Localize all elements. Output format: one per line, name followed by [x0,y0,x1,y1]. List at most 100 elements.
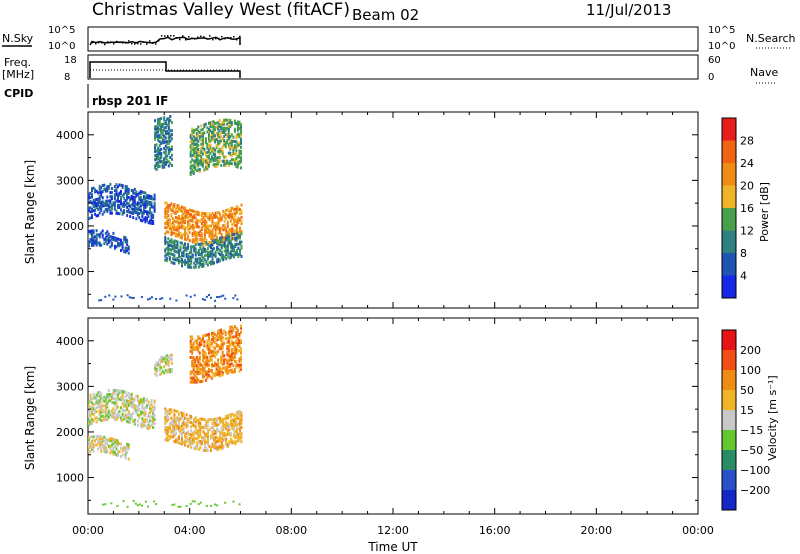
data-cell [240,246,243,250]
data-cell [147,194,150,198]
data-cell [206,216,209,220]
data-cell [194,259,197,263]
data-cell [161,357,164,361]
data-cell [112,450,115,454]
colorbar-tick-label: 100 [740,364,761,377]
data-cell [184,221,187,225]
data-cell [217,372,220,376]
data-cell [184,260,187,264]
data-cell [237,433,240,437]
data-cell [209,125,212,129]
data-cell [147,400,150,404]
data-cell [214,430,217,433]
data-cell [227,352,230,356]
data-cell [196,259,199,263]
data-cell [191,223,194,227]
data-cell [121,418,124,422]
data-cell [232,327,235,331]
data-cell [136,211,139,215]
data-cell [233,152,236,156]
data-cell [170,164,173,167]
data-cell [135,211,138,214]
data-cell [164,222,167,225]
data-cell [124,246,127,250]
data-cell [132,403,135,407]
data-cell [190,439,193,443]
data-cell [202,256,205,260]
data-cell [192,139,195,143]
data-cell [181,234,183,238]
data-cell [115,209,118,213]
colorbar-segment [722,470,736,491]
data-cell [223,213,226,217]
data-cell [205,440,208,444]
data-cell [219,229,222,233]
data-cell [181,428,183,432]
data-cell [104,438,107,441]
data-cell [120,442,122,446]
data-cell [106,438,109,442]
data-cell [214,341,217,345]
data-cell [209,160,212,164]
data-cell [217,150,220,153]
data-cell [209,355,212,358]
data-cell [200,217,203,221]
data-cell [224,128,227,132]
data-cell [195,136,198,140]
data-cell [164,254,167,258]
data-cell [123,250,126,254]
data-cell [231,233,234,237]
data-cell [240,230,243,234]
data-cell [232,253,235,257]
data-cell [92,396,95,400]
data-cell [126,247,129,250]
data-cell [220,131,223,135]
data-cell [208,359,210,363]
data-cell [232,351,235,355]
data-cell [124,238,127,242]
data-cell [206,424,209,428]
data-cell [104,446,107,450]
data-cell [158,156,161,160]
data-cell [231,245,234,249]
data-cell [165,436,168,440]
data-cell [221,352,224,356]
data-cell [206,449,209,452]
data-cell [236,343,239,347]
data-cell [214,438,217,442]
data-cell [138,212,141,216]
data-cell [112,437,115,441]
data-cell [213,222,215,226]
data-cell [223,238,226,242]
data-cell [235,345,238,349]
data-cell [158,123,161,127]
data-cell [185,421,188,425]
data-cell [135,394,138,398]
data-cell [240,129,242,133]
data-cell [203,131,206,135]
data-cell [202,248,205,252]
velocity-panel [87,317,699,515]
data-cell [167,137,170,141]
data-cell [157,138,160,142]
data-cell [187,216,190,220]
data-cell [176,244,179,248]
data-cell [221,137,224,141]
data-cell [206,159,209,163]
data-cell [206,432,209,436]
data-cell [153,195,156,199]
data-cell [194,265,197,269]
data-cell [239,414,241,418]
data-cell [232,135,235,139]
data-cell [228,235,231,239]
data-cell [211,358,213,362]
data-cell [203,147,206,151]
data-cell [222,240,225,244]
data-cell [178,251,180,255]
data-cell [217,231,220,235]
data-cell [130,403,133,407]
data-cell [120,455,122,458]
data-cell [208,363,210,367]
data-cell [187,438,190,442]
data-cell [100,441,103,445]
